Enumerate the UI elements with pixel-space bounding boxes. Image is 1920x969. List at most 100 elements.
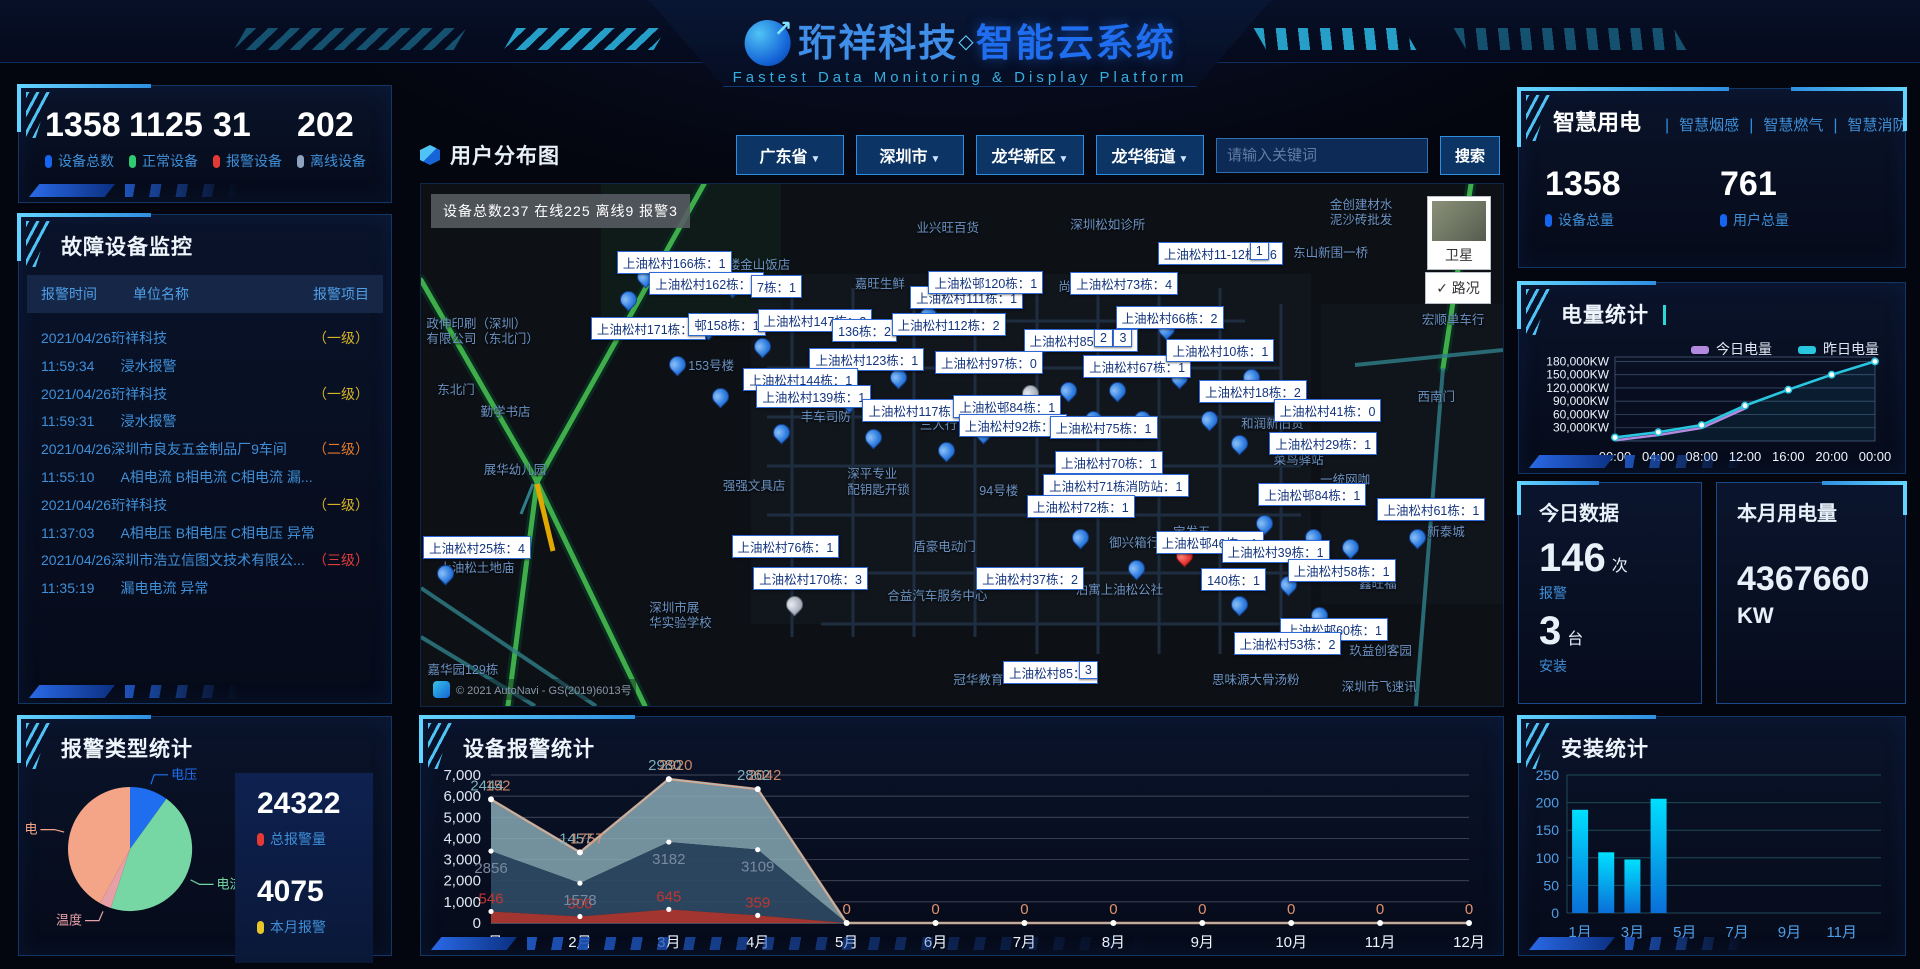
map-marker-label[interactable]: 7栋：1: [751, 274, 802, 298]
map-marker-label[interactable]: 上油松村76栋：1: [731, 535, 840, 559]
map-marker-label[interactable]: 上油松村117栋：1: [862, 399, 977, 423]
map-marker-label[interactable]: 上油松村70栋：1: [1055, 450, 1163, 474]
map-marker-label[interactable]: 3: [1113, 329, 1133, 348]
pie-slice[interactable]: [100, 849, 130, 908]
map-poi-label: 思味源大骨汤粉: [1211, 672, 1300, 687]
panel-foot-decoration: [29, 685, 245, 698]
map-marker-label[interactable]: 上油松村18栋：2: [1198, 380, 1307, 404]
map-marker-label[interactable]: 上油松村41栋：0: [1273, 399, 1382, 423]
svg-text:12月: 12月: [1453, 934, 1485, 951]
svg-text:0: 0: [1376, 901, 1384, 918]
today-data-title: 今日数据: [1539, 503, 1619, 525]
map-marker-label[interactable]: 上油松村162栋：1: [649, 272, 765, 296]
map-marker-label[interactable]: 上油松村166栋：1: [616, 251, 732, 275]
svg-text:2444: 2444: [470, 777, 503, 794]
tab-3[interactable]: 智慧燃气: [1763, 117, 1824, 134]
device-alarm-chart: 0 1,000 2,000 3,000 4,000 5,000 6,000 7,000 1月 2月…: [429, 757, 1495, 953]
map-marker-label[interactable]: 上油松村97栋：0: [934, 351, 1043, 375]
tab-1[interactable]: 智慧用电: [1553, 110, 1642, 135]
row-date-org: 2021/04/26珩祥科技: [41, 330, 168, 346]
svg-text:9月: 9月: [1778, 924, 1801, 941]
month-alarm-value: 4075: [257, 875, 324, 908]
svg-text:50: 50: [1543, 877, 1559, 893]
map-marker-label[interactable]: 上油松村61栋：1: [1377, 498, 1486, 522]
today-alarm-value: 146 次: [1539, 536, 1628, 580]
map-marker-label[interactable]: 上油松邨120栋：1: [928, 270, 1044, 294]
map-poi-label: 展华幼儿园: [483, 462, 547, 477]
map-marker-label[interactable]: 邨158栋：1: [688, 312, 766, 336]
map-marker-label[interactable]: 上油松村123栋：1: [809, 348, 925, 372]
map-marker-label[interactable]: 2: [1094, 329, 1113, 348]
map-marker-label[interactable]: 上油松村67栋：1: [1083, 354, 1192, 378]
map-marker-label[interactable]: 上油松村112栋：2: [891, 312, 1006, 336]
stat-value: 1125: [129, 106, 203, 144]
map-marker-label[interactable]: 上油松村85：1: [1003, 660, 1099, 684]
svg-text:9月: 9月: [1191, 934, 1214, 951]
map-marker-label[interactable]: 上油松村10栋：1: [1166, 338, 1275, 362]
traffic-toggle[interactable]: ✓ 路况: [1425, 272, 1491, 304]
map-marker-label[interactable]: 上油松村58栋：1: [1287, 558, 1396, 582]
map-poi-label: 153号楼: [688, 359, 735, 374]
map-poi-label: 嘉华园129栋: [427, 663, 499, 678]
search-button[interactable]: 搜索: [1439, 135, 1500, 175]
row-level: （一级）: [313, 385, 369, 402]
legend-item[interactable]: 今日电量: [1691, 339, 1772, 359]
map-marker-label[interactable]: 上油松村37栋：2: [976, 567, 1084, 591]
row-time-items: 11:55:10 A相电流 B相电流 C相电流 漏...: [41, 468, 313, 485]
map-marker-label[interactable]: 上油松村71栋消防站：1: [1043, 473, 1189, 497]
map-marker-label[interactable]: 上油松村170栋：3: [753, 567, 868, 591]
svg-text:2920: 2920: [659, 757, 692, 774]
map-marker-label[interactable]: 上油松邨84栋：1: [1258, 482, 1367, 506]
stat-item: 761 用户总量: [1720, 165, 1895, 230]
tab-separator: |: [1665, 117, 1670, 134]
pie-slice[interactable]: [68, 787, 130, 904]
satellite-label: 卫星: [1445, 247, 1473, 263]
month-power-title: 本月用电量: [1737, 503, 1837, 525]
bar[interactable]: [1650, 798, 1667, 913]
map-marker-label[interactable]: 上油松村72栋：1: [1026, 494, 1135, 518]
svg-text:150,000KW: 150,000KW: [1546, 368, 1609, 382]
svg-text:0: 0: [1551, 905, 1559, 921]
pie-slice[interactable]: [130, 787, 167, 849]
map-poi-label: 合益汽车服务中心: [887, 589, 988, 604]
select-city[interactable]: 深圳市 ▼: [855, 135, 964, 175]
svg-text:12:00: 12:00: [1729, 449, 1762, 464]
map-marker-label[interactable]: 上油松村53栋：2: [1233, 632, 1342, 656]
satellite-toggle[interactable]: 卫星: [1427, 196, 1491, 270]
tab-2[interactable]: 智慧烟感: [1679, 117, 1740, 134]
legend-item[interactable]: 昨日电量: [1798, 339, 1879, 359]
map-marker-label[interactable]: 上油松村39栋：1: [1221, 540, 1330, 563]
pie-slice[interactable]: [110, 798, 193, 912]
svg-text:2862: 2862: [737, 767, 770, 784]
map-marker-label[interactable]: 3: [1078, 660, 1098, 679]
svg-text:00:00: 00:00: [1599, 449, 1632, 464]
device-alarm-panel: 设备报警统计 0 1,000 2,000 3,000 4,000 5,000 6,000 7,…: [419, 715, 1504, 956]
bar[interactable]: [1572, 809, 1589, 913]
search-input[interactable]: [1215, 137, 1428, 173]
svg-text:2042: 2042: [748, 767, 781, 784]
stat-item: 1358 设备总量: [1545, 165, 1720, 230]
row-level: （二级）: [313, 441, 369, 458]
map-marker-label[interactable]: 140栋：1: [1201, 568, 1266, 592]
map-marker-label[interactable]: 上油松村25栋：4: [423, 536, 532, 560]
select-street[interactable]: 龙华街道 ▼: [1095, 135, 1204, 175]
select-province[interactable]: 广东省 ▼: [735, 135, 844, 175]
select-district[interactable]: 龙华新区 ▼: [975, 135, 1084, 175]
map-marker-label[interactable]: 136栋：2: [832, 319, 897, 343]
month-power-value: 4367660: [1737, 560, 1870, 598]
map-marker-label[interactable]: 上油松村73栋：4: [1070, 272, 1179, 296]
svg-text:8月: 8月: [1102, 934, 1125, 951]
map-marker-label[interactable]: 1: [1249, 241, 1269, 260]
map-marker-label[interactable]: 上油松村75栋：1: [1049, 416, 1158, 440]
map-marker-label[interactable]: 上油松村29栋：1: [1269, 431, 1378, 455]
user-distribution-map[interactable]: 深圳松如诊所业兴旺百货尚游公园金创建材水泥沙砖批发东山新围一桥宏顺单车行香楼金山…: [420, 183, 1504, 707]
map-marker-label[interactable]: 上油松村66栋：2: [1115, 305, 1224, 329]
bar[interactable]: [1598, 852, 1615, 913]
map-poi-label: 泊寓上油松公社: [1075, 583, 1164, 598]
map-marker-label[interactable]: 上油松村139栋：1: [756, 385, 872, 409]
tab-4[interactable]: 智慧消防: [1847, 117, 1908, 134]
map-title: 用户分布图: [450, 145, 560, 168]
svg-text:546: 546: [478, 890, 503, 907]
bar[interactable]: [1624, 859, 1641, 913]
status-dot-icon: [1720, 214, 1727, 227]
